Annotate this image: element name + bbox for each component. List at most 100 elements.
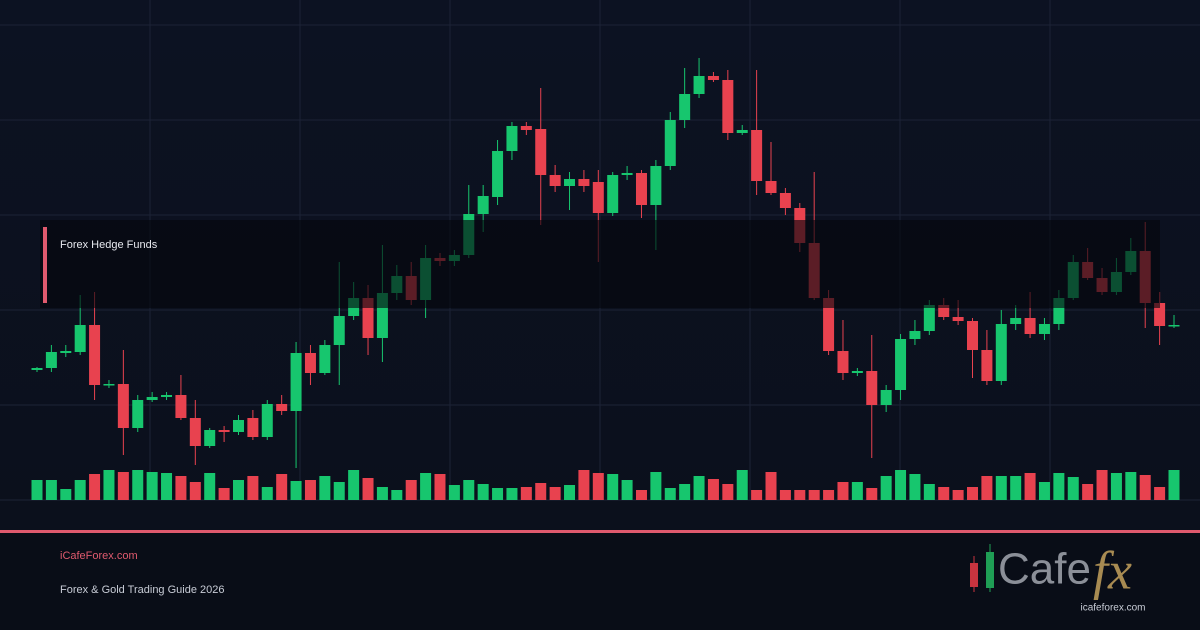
logo-word: Cafe [998, 545, 1091, 594]
volume-bar [1096, 470, 1108, 500]
candle-body [851, 371, 863, 373]
volume-bar [362, 478, 374, 500]
volume-bar [779, 490, 791, 500]
candle-body [736, 130, 748, 133]
candle-body [45, 352, 57, 368]
volume-bar [693, 476, 705, 500]
volume-bar [837, 482, 849, 500]
volume-bar [376, 487, 388, 500]
candle-body [333, 316, 345, 345]
volume-bar [751, 490, 763, 500]
volume-bar [895, 470, 907, 500]
candle-body [693, 76, 705, 94]
candle-body [938, 305, 950, 317]
candle-body [506, 126, 518, 151]
candle-body [189, 418, 201, 446]
volume-bar [981, 476, 993, 500]
volume-bar [549, 487, 561, 500]
volume-bar [1082, 484, 1094, 500]
candle-body [477, 196, 489, 214]
candle-body [650, 166, 662, 205]
candle-body [117, 384, 129, 428]
candle-body [261, 404, 273, 437]
volume-bar [880, 476, 892, 500]
candle-body [751, 130, 763, 181]
logo-accent: fx [1093, 540, 1132, 600]
candle-body [765, 181, 777, 193]
candle-body [578, 179, 590, 186]
candle-body [146, 397, 158, 400]
volume-bar [276, 474, 288, 500]
candle-body [909, 331, 921, 339]
candle-body [1154, 303, 1166, 326]
volume-bar [247, 476, 259, 500]
candle-body [664, 120, 676, 166]
candle-body [1024, 318, 1036, 334]
volume-bar [304, 480, 316, 500]
candle-body [679, 94, 691, 120]
candle-body [276, 404, 288, 411]
subtitle: Forex & Gold Trading Guide 2026 [60, 584, 224, 596]
volume-bar [938, 487, 950, 500]
candle-body [837, 351, 849, 373]
volume-bar [1024, 473, 1036, 500]
candle-body [1010, 318, 1022, 324]
candle-body [564, 179, 576, 186]
candle-body [362, 298, 374, 338]
volume-bar [808, 490, 820, 500]
volume-bar [995, 476, 1007, 500]
candle-body [74, 325, 86, 352]
volume-bar [132, 470, 144, 500]
volume-bar [564, 485, 576, 500]
footer-background [0, 533, 1200, 630]
candle-body [204, 430, 216, 446]
candle-body [376, 293, 388, 338]
candle-body [592, 182, 604, 213]
volume-bar [1125, 472, 1137, 500]
candle-body [967, 321, 979, 350]
volume-bar [707, 479, 719, 500]
volume-bar [31, 480, 43, 500]
volume-bar [765, 472, 777, 500]
candle-body [621, 173, 633, 175]
volume-bar [420, 473, 432, 500]
candle-body [549, 175, 561, 186]
volume-bar [319, 476, 331, 500]
volume-bar [909, 474, 921, 500]
volume-bar [103, 470, 115, 500]
label-panel [40, 220, 1160, 308]
candle-body [89, 325, 101, 385]
volume-bar [492, 488, 504, 500]
volume-bar [434, 474, 446, 500]
candle-body [520, 126, 532, 130]
candle-body [103, 384, 115, 386]
volume-bar [405, 480, 417, 500]
candle-body [1168, 325, 1180, 327]
volume-bar [146, 472, 158, 500]
volume-bar [1010, 476, 1022, 500]
volume-bar [232, 480, 244, 500]
volume-bar [89, 474, 101, 500]
candle-body [60, 351, 72, 353]
volume-bar [45, 480, 57, 500]
volume-bar [161, 473, 173, 500]
candle-body [866, 371, 878, 405]
volume-bar [664, 488, 676, 500]
volume-bar [218, 488, 230, 500]
volume-bar [333, 482, 345, 500]
chart-label: Forex Hedge Funds [60, 239, 158, 251]
volume-bar [189, 482, 201, 500]
volume-bar [477, 484, 489, 500]
volume-bar [1110, 473, 1122, 500]
candle-body [319, 345, 331, 373]
candle-body [232, 420, 244, 432]
volume-bar [117, 472, 129, 500]
volume-bar [463, 480, 475, 500]
volume-bar [1067, 477, 1079, 500]
volume-bar [60, 489, 72, 500]
volume-bar [722, 484, 734, 500]
volume-bar [535, 483, 547, 500]
candle-body [823, 298, 835, 351]
